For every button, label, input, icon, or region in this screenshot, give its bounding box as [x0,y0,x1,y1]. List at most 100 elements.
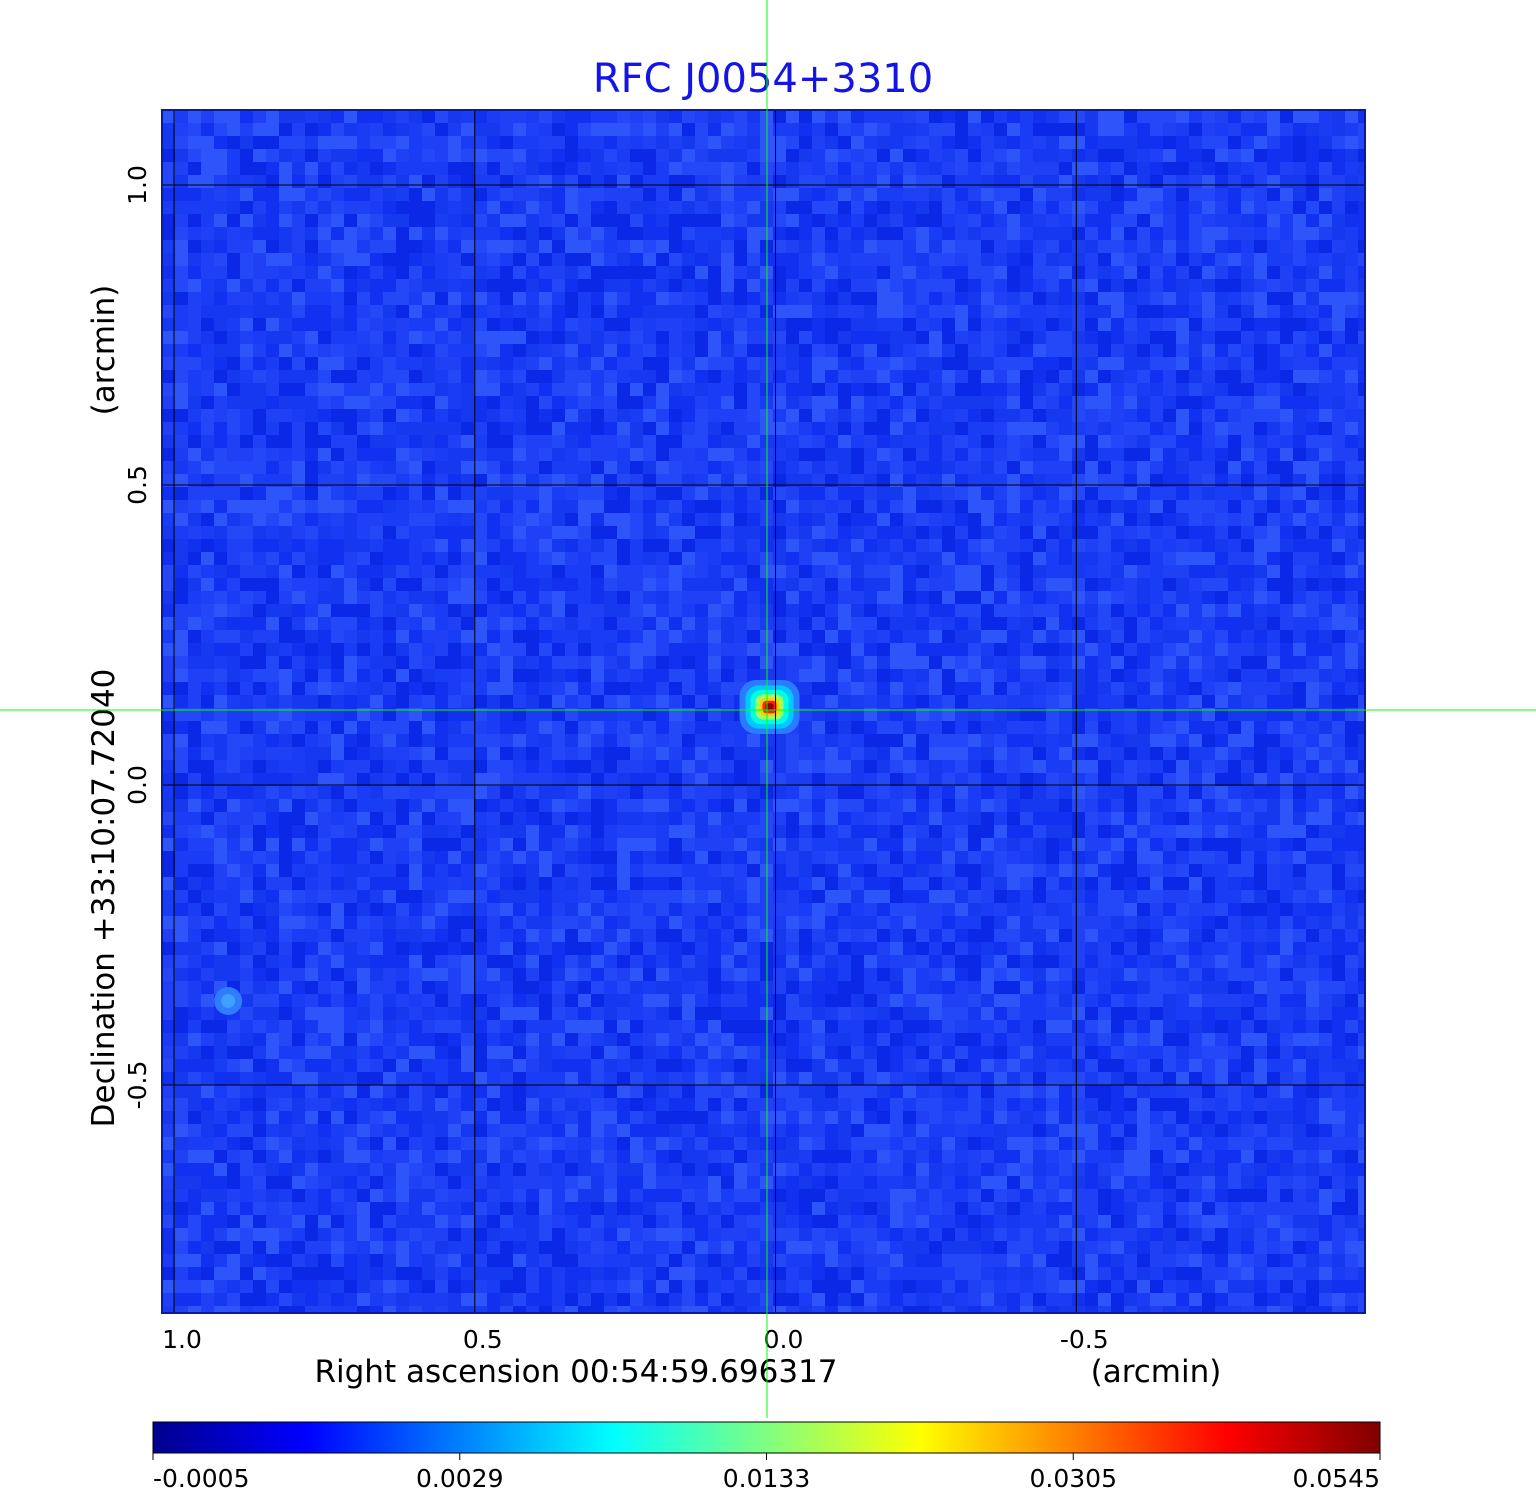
noise-cell [227,591,240,604]
noise-cell [1189,578,1202,591]
noise-cell [331,448,344,461]
noise-cell [825,552,838,565]
noise-cell [838,799,851,812]
noise-cell [1241,149,1254,162]
noise-cell [1163,526,1176,539]
noise-cell [851,552,864,565]
noise-cell [409,227,422,240]
noise-cell [825,344,838,357]
noise-cell [1332,461,1345,474]
noise-cell [877,292,890,305]
noise-cell [552,227,565,240]
noise-cell [578,695,591,708]
noise-cell [877,136,890,149]
noise-cell [487,799,500,812]
noise-cell [1007,305,1020,318]
noise-cell [721,162,734,175]
image-title: RFC J0054+3310 [593,56,933,102]
noise-cell [968,422,981,435]
noise-cell [305,435,318,448]
noise-cell [279,357,292,370]
noise-cell [747,656,760,669]
noise-cell [838,604,851,617]
noise-cell [1267,448,1280,461]
noise-cell [266,344,279,357]
noise-cell [526,643,539,656]
noise-cell [357,305,370,318]
noise-cell [1085,409,1098,422]
noise-cell [1254,526,1267,539]
noise-cell [539,487,552,500]
noise-cell [487,669,500,682]
image-panel[interactable] [161,109,1366,1314]
noise-cell [695,682,708,695]
noise-cell [1072,786,1085,799]
noise-cell [942,214,955,227]
noise-cell [1176,409,1189,422]
noise-cell [383,383,396,396]
noise-cell [773,201,786,214]
noise-cell [1007,396,1020,409]
noise-cell [1085,214,1098,227]
noise-cell [1020,552,1033,565]
noise-cell [578,539,591,552]
noise-cell [747,565,760,578]
noise-cell [942,344,955,357]
noise-cell [708,162,721,175]
noise-cell [188,227,201,240]
noise-cell [578,799,591,812]
noise-cell [1046,370,1059,383]
noise-cell [877,149,890,162]
noise-cell [955,643,968,656]
noise-cell [201,162,214,175]
noise-cell [812,591,825,604]
noise-cell [1189,526,1202,539]
noise-cell [565,201,578,214]
noise-cell [513,565,526,578]
noise-cell [643,695,656,708]
noise-cell [318,734,331,747]
noise-cell [552,448,565,461]
noise-cell [1202,383,1215,396]
noise-cell [890,773,903,786]
noise-cell [435,461,448,474]
noise-cell [396,604,409,617]
noise-cell [604,240,617,253]
noise-cell [812,513,825,526]
noise-cell [539,383,552,396]
noise-cell [864,357,877,370]
noise-cell [1072,331,1085,344]
noise-cell [903,552,916,565]
noise-cell [890,760,903,773]
noise-cell [1059,474,1072,487]
noise-cell [1202,331,1215,344]
noise-cell [1267,383,1280,396]
noise-cell [500,266,513,279]
noise-cell [1163,396,1176,409]
noise-cell [981,500,994,513]
noise-cell [1254,123,1267,136]
noise-cell [643,253,656,266]
noise-cell [981,435,994,448]
noise-cell [188,513,201,526]
noise-cell [175,149,188,162]
noise-cell [1176,786,1189,799]
noise-cell [1345,266,1358,279]
noise-cell [1137,344,1150,357]
noise-cell [851,123,864,136]
noise-cell [1072,604,1085,617]
noise-cell [1085,201,1098,214]
noise-cell [799,240,812,253]
noise-cell [1280,331,1293,344]
noise-cell [734,370,747,383]
noise-cell [643,500,656,513]
noise-cell [1163,136,1176,149]
noise-cell [253,383,266,396]
noise-cell [474,617,487,630]
noise-cell [1306,552,1319,565]
noise-cell [318,331,331,344]
noise-cell [1072,123,1085,136]
noise-cell [812,630,825,643]
noise-cell [474,370,487,383]
noise-cell [1202,370,1215,383]
